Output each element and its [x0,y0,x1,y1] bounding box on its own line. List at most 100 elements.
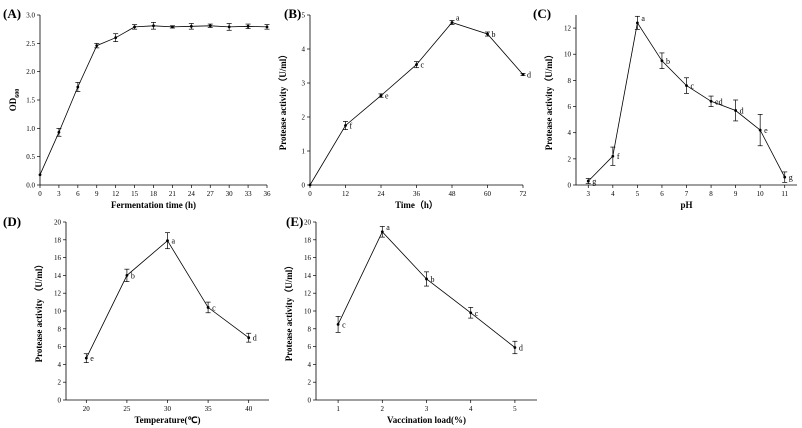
y-tick-label: 4 [302,46,306,54]
x-tick-label: 0 [38,190,42,198]
y-tick-label: 3 [302,80,306,88]
x-tick-label: 9 [95,190,99,198]
y-tick-label: 1.0 [26,125,35,133]
y-tick-label: 2.0 [26,68,35,76]
y-axis-label-text: Protease activity （U/ml） [34,260,44,363]
y-tick-label: 14 [304,272,312,280]
x-tick-label: 3 [587,190,591,198]
data-point [685,84,688,88]
data-point [415,63,418,67]
series-line [309,22,524,186]
x-tick-label: 5 [636,190,640,198]
significance-label: d [519,343,523,352]
y-tick-label: 1.5 [26,97,35,105]
panel-a: (A)0 3 6 9 12 15 18 21 24 27 30 33 360.00.51.01.52.0… [3,6,271,210]
y-tick-label: 10 [54,308,62,316]
significance-label: g [592,177,596,186]
x-tick-label: 60 [484,190,492,198]
x-tick-label: 20 [83,405,91,413]
x-tick-label: 9 [734,190,738,198]
significance-label: d [253,334,257,343]
x-axis-label-text: pH [680,200,692,210]
x-tick-label: 18 [150,190,158,198]
significance-label: g [789,173,793,182]
significance-label: ed [715,97,723,106]
data-point [709,99,713,103]
x-tick-label: 30 [164,405,172,413]
data-point [758,128,762,132]
x-tick-label: 33 [245,190,253,198]
significance-label: d [740,106,744,115]
data-point [57,130,61,134]
y-tick-label: 10 [304,308,312,316]
data-point [380,230,384,234]
x-tick-label: 6 [76,190,80,198]
y-tick-label: 0 [58,397,62,405]
x-axis-label-text: Time [395,200,415,210]
significance-label: d [527,71,531,80]
significance-label: c [691,82,695,91]
data-point [38,173,42,177]
x-axis-label-unit: (h) [185,200,196,210]
x-tick-label: 27 [207,190,215,198]
x-axis-label: Temperature(℃) [134,415,200,425]
x-tick-label: 5 [513,405,517,413]
y-tick-label: 4 [58,361,62,369]
data-point [206,306,210,309]
data-point [450,21,454,24]
y-tick-label: 2 [568,155,572,163]
y-axis-label-text: Protease activity（U/ml） [284,261,294,362]
x-tick-label: 1 [336,405,340,413]
significance-label: e [764,126,768,135]
x-tick-label: 72 [520,190,528,198]
x-tick-label: 8 [709,190,713,198]
data-point [125,274,129,277]
x-tick-label: 7 [685,190,689,198]
significance-label: c [475,309,479,318]
significance-label: f [350,122,353,131]
data-point [246,24,250,28]
significance-label: a [641,14,645,23]
y-tick-label: 0 [568,182,572,190]
x-tick-label: 25 [123,405,131,413]
y-tick-label: 2 [58,379,62,387]
y-tick-label: 8 [308,325,312,333]
significance-label: e [90,354,94,363]
x-tick-label: 30 [226,190,234,198]
y-tick-label: 6 [58,343,62,351]
data-point [227,25,231,29]
significance-label: b [131,271,135,280]
x-axis-label: pH [680,200,692,210]
y-axis-label-text: Protease activity（U/ml） [544,50,554,151]
y-tick-label: 16 [304,254,312,262]
y-axis-label: Protease activity（U/ml） [544,50,554,151]
significance-label: b [666,57,670,66]
y-axis-label-subscript: 600 [15,89,21,98]
data-point [734,109,738,112]
data-point [783,175,787,179]
y-tick-label: 10 [564,51,572,59]
significance-label: e [385,92,389,101]
y-axis-label: Protease activity （U/ml） [34,260,44,363]
x-tick-label: 40 [245,405,253,413]
y-tick-label: 1 [302,148,306,156]
significance-label: b [431,275,435,284]
data-point [336,322,340,326]
data-point [171,25,174,29]
x-axis-label: Fermentation time (h) [111,200,196,210]
x-tick-label: 4 [611,190,615,198]
data-point [308,183,312,187]
data-point [95,44,99,47]
y-axis-label: Protease activity（U/ml） [278,50,288,151]
y-tick-label: 0 [308,397,312,405]
series-line [85,240,249,359]
x-tick-label: 3 [425,405,429,413]
data-point [76,85,80,89]
data-point [379,94,383,97]
panel-label-e: (E) [286,214,303,229]
y-tick-label: 20 [304,219,312,227]
significance-label: a [456,13,460,22]
data-point [611,154,615,158]
